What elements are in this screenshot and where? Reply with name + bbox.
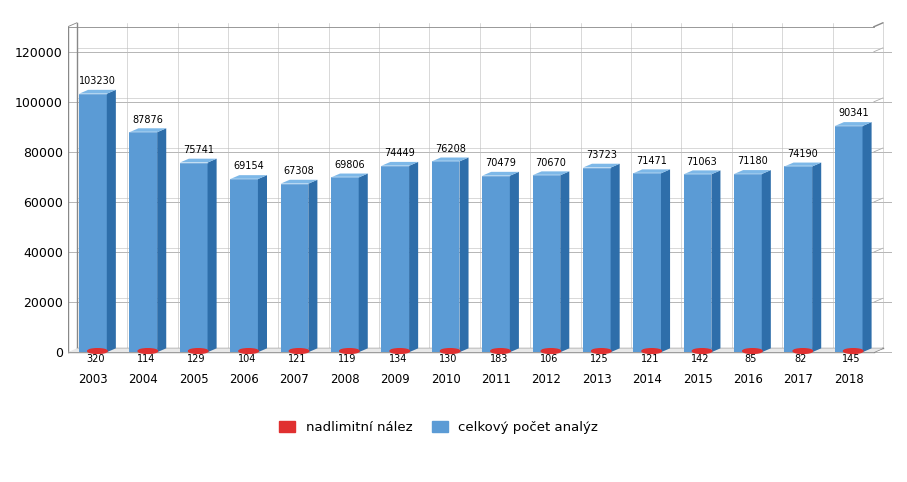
Legend: nadlimitní nález, celkový počet analýz: nadlimitní nález, celkový počet analýz [274, 415, 603, 439]
Text: 142: 142 [691, 354, 709, 364]
Polygon shape [180, 162, 208, 352]
Text: 145: 145 [842, 354, 861, 364]
Text: 74190: 74190 [787, 149, 818, 159]
Ellipse shape [692, 348, 712, 353]
Polygon shape [834, 122, 872, 126]
Ellipse shape [793, 348, 813, 353]
Ellipse shape [541, 348, 561, 353]
Ellipse shape [591, 348, 611, 353]
Ellipse shape [340, 348, 359, 353]
Polygon shape [432, 158, 469, 161]
Ellipse shape [88, 348, 107, 353]
Ellipse shape [390, 348, 409, 353]
Polygon shape [208, 159, 217, 352]
Polygon shape [583, 168, 610, 352]
Polygon shape [230, 175, 267, 179]
Text: 82: 82 [795, 354, 807, 364]
Polygon shape [79, 94, 107, 352]
Polygon shape [812, 162, 821, 352]
Ellipse shape [844, 348, 863, 353]
Text: 69154: 69154 [233, 161, 264, 172]
Ellipse shape [491, 348, 511, 353]
Polygon shape [308, 180, 317, 352]
Polygon shape [583, 164, 619, 168]
Ellipse shape [138, 348, 158, 353]
Polygon shape [381, 162, 418, 166]
Text: 121: 121 [288, 354, 307, 364]
Text: 76208: 76208 [434, 144, 465, 154]
Polygon shape [762, 170, 771, 352]
Text: 71180: 71180 [737, 156, 768, 166]
Text: 70670: 70670 [535, 158, 566, 168]
Polygon shape [180, 159, 217, 162]
Polygon shape [532, 175, 561, 352]
Polygon shape [79, 90, 116, 94]
Text: 69806: 69806 [334, 160, 365, 170]
Text: 114: 114 [137, 354, 155, 364]
Text: 104: 104 [238, 354, 256, 364]
Text: 134: 134 [389, 354, 407, 364]
Polygon shape [532, 172, 570, 175]
Polygon shape [68, 348, 883, 352]
Polygon shape [331, 174, 367, 177]
Polygon shape [331, 177, 358, 352]
Ellipse shape [441, 348, 460, 353]
Polygon shape [280, 180, 317, 184]
Polygon shape [157, 128, 166, 352]
Polygon shape [230, 179, 258, 352]
Text: 67308: 67308 [284, 166, 315, 176]
Text: 119: 119 [338, 354, 356, 364]
Text: 87876: 87876 [132, 115, 163, 124]
Polygon shape [280, 184, 308, 352]
Text: 183: 183 [490, 354, 508, 364]
Polygon shape [734, 170, 771, 174]
Ellipse shape [289, 348, 308, 353]
Polygon shape [661, 169, 670, 352]
Polygon shape [130, 132, 157, 352]
Text: 74449: 74449 [385, 148, 415, 158]
Text: 121: 121 [640, 354, 659, 364]
Text: 125: 125 [590, 354, 609, 364]
Ellipse shape [189, 348, 208, 353]
Polygon shape [633, 173, 661, 352]
Polygon shape [834, 126, 863, 352]
Text: 73723: 73723 [586, 150, 617, 160]
Polygon shape [633, 169, 670, 173]
Polygon shape [358, 174, 367, 352]
Text: 320: 320 [86, 354, 105, 364]
Polygon shape [483, 172, 519, 176]
Polygon shape [561, 172, 570, 352]
Polygon shape [684, 170, 720, 174]
Polygon shape [409, 162, 418, 352]
Polygon shape [381, 166, 409, 352]
Polygon shape [711, 170, 720, 352]
Polygon shape [483, 176, 510, 352]
Ellipse shape [239, 348, 258, 353]
Polygon shape [610, 164, 619, 352]
Polygon shape [460, 158, 469, 352]
Text: 106: 106 [540, 354, 559, 364]
Text: 85: 85 [745, 354, 756, 364]
Text: 130: 130 [439, 354, 457, 364]
Polygon shape [130, 128, 166, 132]
Text: 103230: 103230 [79, 76, 116, 86]
Polygon shape [684, 174, 711, 352]
Ellipse shape [743, 348, 762, 353]
Polygon shape [734, 174, 762, 352]
Text: 75741: 75741 [182, 145, 214, 155]
Text: 90341: 90341 [838, 108, 869, 119]
Ellipse shape [642, 348, 661, 353]
Polygon shape [785, 166, 812, 352]
Polygon shape [510, 172, 519, 352]
Polygon shape [258, 175, 267, 352]
Polygon shape [863, 122, 872, 352]
Text: 71471: 71471 [636, 156, 668, 166]
Text: 71063: 71063 [687, 157, 717, 167]
Polygon shape [432, 161, 460, 352]
Polygon shape [785, 162, 821, 166]
Text: 129: 129 [187, 354, 206, 364]
Text: 70479: 70479 [485, 158, 516, 168]
Polygon shape [107, 90, 116, 352]
